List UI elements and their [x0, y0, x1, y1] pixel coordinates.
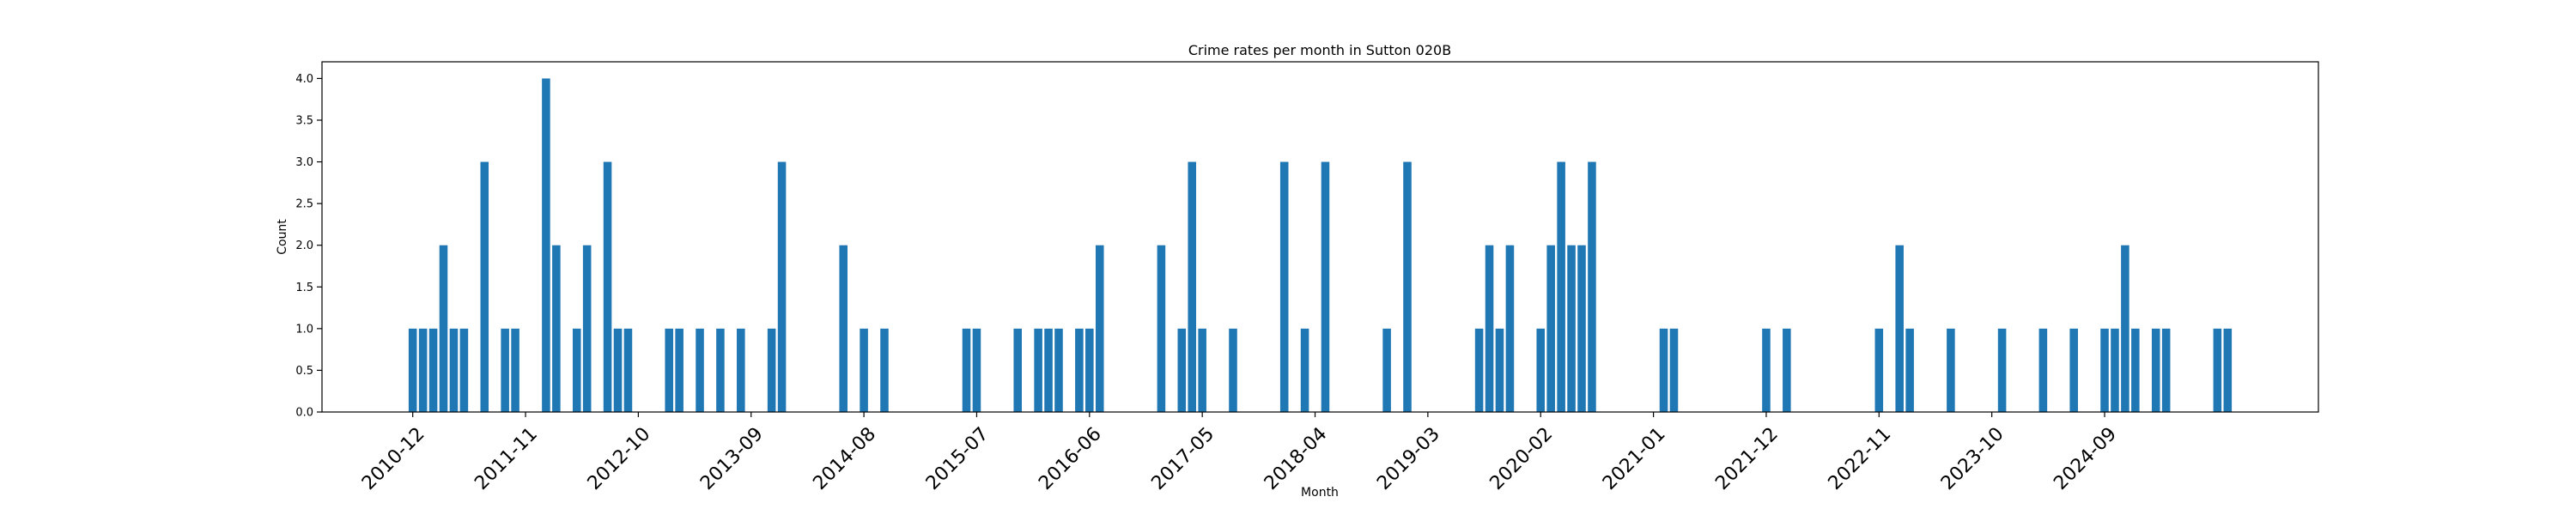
y-tick-label: 2.0 [295, 239, 313, 252]
bar-2016-02 [1044, 328, 1053, 412]
bar-2017-08 [1229, 328, 1237, 412]
bar-2013-11 [767, 328, 776, 412]
bar-2016-06 [1085, 328, 1094, 412]
bar-2015-06 [962, 328, 971, 412]
bar-2015-07 [972, 328, 981, 412]
bar-2014-06 [839, 245, 848, 412]
bar-2010-12 [408, 328, 417, 412]
bar-2018-11 [1382, 328, 1391, 412]
bar-2023-06 [1947, 328, 1955, 412]
bar-2024-06 [2069, 328, 2078, 412]
bar-2020-05 [1567, 245, 1576, 412]
bar-2018-01 [1279, 161, 1289, 412]
chart-title: Crime rates per month in Sutton 020B [1188, 42, 1451, 58]
bar-2024-12 [2131, 328, 2140, 412]
bar-2021-02 [1659, 328, 1668, 412]
bar-2013-08 [737, 328, 745, 412]
bar-2015-11 [1013, 328, 1022, 412]
bar-2016-03 [1054, 328, 1063, 412]
bar-2020-06 [1577, 245, 1586, 412]
bar-2023-01 [1895, 245, 1904, 412]
bar-2017-01 [1157, 245, 1166, 412]
bar-2011-02 [428, 328, 438, 412]
bar-2011-01 [418, 328, 428, 412]
bar-2024-10 [2111, 328, 2119, 412]
bar-2011-09 [501, 328, 509, 412]
y-tick-label: 1.5 [295, 282, 313, 294]
bar-2019-08 [1474, 328, 1484, 412]
bar-2013-02 [675, 328, 683, 412]
bar-2013-01 [665, 328, 673, 412]
bar-2019-10 [1495, 328, 1504, 412]
bar-2016-01 [1034, 328, 1042, 412]
bar-2012-09 [623, 328, 633, 412]
bar-2020-02 [1536, 328, 1546, 412]
bar-2019-01 [1403, 161, 1412, 412]
bar-2017-03 [1177, 328, 1187, 412]
bar-2021-12 [1762, 328, 1771, 412]
bar-2011-05 [459, 328, 469, 412]
bar-2025-08 [2213, 328, 2222, 412]
bar-2011-10 [511, 328, 519, 412]
bar-2025-09 [2223, 328, 2233, 412]
bar-2021-03 [1669, 328, 1679, 412]
bar-2018-05 [1321, 161, 1330, 412]
y-axis-ticks: 0.0 0.5 1.0 1.5 2.0 2.5 3.0 3.5 4.0 [295, 73, 322, 420]
y-tick-label: 3.5 [295, 115, 313, 128]
bar-2022-02 [1783, 328, 1791, 412]
bar-2023-11 [1997, 328, 2007, 412]
bar-2011-03 [439, 245, 448, 412]
bar-2019-09 [1485, 245, 1494, 412]
y-tick-label: 1.0 [295, 323, 313, 336]
bar-2012-08 [613, 328, 623, 412]
bar-2014-08 [860, 328, 868, 412]
bar-2024-03 [2038, 328, 2048, 412]
y-tick-label: 4.0 [295, 73, 313, 86]
bar-2016-05 [1075, 328, 1084, 412]
bar-2020-07 [1588, 161, 1596, 412]
bar-2011-04 [449, 328, 459, 412]
bar-2016-07 [1095, 245, 1104, 412]
bar-2020-03 [1546, 245, 1555, 412]
bars-group [408, 78, 2233, 413]
y-tick-label: 0.5 [295, 365, 313, 378]
y-tick-label: 3.0 [295, 156, 313, 169]
bar-2012-02 [552, 245, 561, 412]
bar-2018-03 [1300, 328, 1309, 412]
x-axis-label: Month [1301, 486, 1339, 500]
bar-2013-06 [716, 328, 725, 412]
bar-2012-04 [572, 328, 581, 412]
bar-2025-02 [2151, 328, 2160, 412]
y-tick-label: 0.0 [295, 407, 313, 420]
bar-2014-10 [880, 328, 889, 412]
y-axis-label: Count [276, 219, 289, 255]
bar-2012-07 [603, 161, 612, 412]
bar-2017-05 [1198, 328, 1206, 412]
bar-2017-04 [1188, 161, 1197, 412]
y-tick-label: 2.5 [295, 198, 313, 211]
bar-2020-04 [1557, 161, 1565, 412]
bar-2013-12 [777, 161, 787, 412]
bar-2024-09 [2100, 328, 2109, 412]
bar-2023-02 [1905, 328, 1914, 412]
bar-2011-07 [480, 161, 489, 412]
bar-2012-01 [542, 78, 550, 413]
bar-2025-03 [2161, 328, 2171, 412]
bar-2024-11 [2121, 245, 2129, 412]
bar-2022-11 [1874, 328, 1884, 412]
plot-frame [321, 61, 2319, 413]
bar-2012-05 [582, 245, 592, 412]
bar-2019-11 [1505, 245, 1515, 412]
bar-2013-04 [696, 328, 704, 412]
